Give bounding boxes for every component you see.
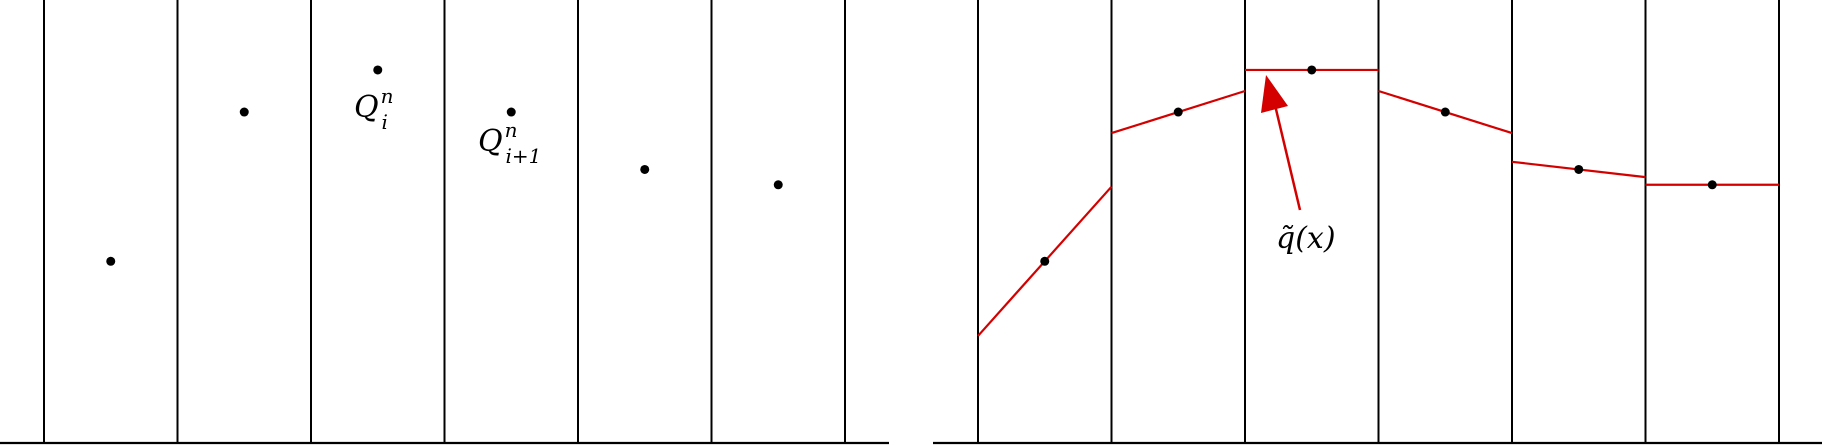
reconstruction-point-4 (1440, 107, 1450, 117)
cell-average-point-2 (239, 107, 249, 117)
reconstruction-point-2 (1173, 107, 1183, 117)
reconstruction-point-6 (1707, 180, 1717, 190)
reconstruction-point-5 (1574, 164, 1584, 174)
cell-average-point-6 (773, 180, 783, 190)
arrow-head (1261, 75, 1288, 113)
right-panel-reconstruction: q̃(x) (933, 0, 1822, 445)
cell-average-point-5 (640, 164, 650, 174)
cell-average-point-4 (506, 107, 516, 117)
arrow-shaft (1273, 104, 1302, 211)
cell-average-point-1 (106, 256, 116, 266)
cell-average-point-3 (373, 65, 383, 75)
label-q-tilde-x: q̃(x) (1276, 221, 1336, 256)
reconstruction-point-1 (1040, 256, 1050, 266)
reconstruction-point-3 (1307, 65, 1317, 75)
